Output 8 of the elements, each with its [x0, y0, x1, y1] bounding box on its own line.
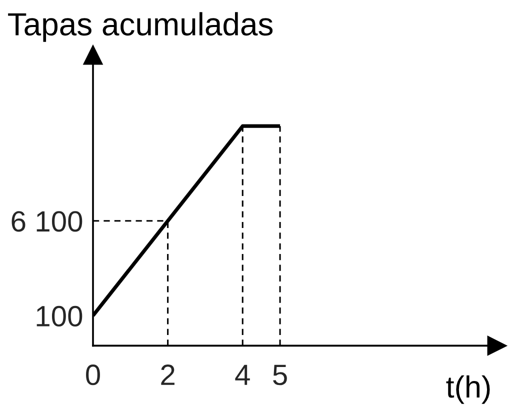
x-tick-label: 4	[235, 364, 250, 385]
y-tick-label: 100	[36, 306, 82, 327]
x-tick-label: 0	[86, 364, 100, 386]
y-axis-title: Tapas acumuladas	[8, 12, 273, 42]
x-tick-label: 5	[273, 364, 287, 386]
x-axis-title: t(h)	[446, 375, 490, 404]
y-tick-label: 6 100	[12, 211, 82, 232]
x-tick-label: 2	[161, 364, 174, 385]
